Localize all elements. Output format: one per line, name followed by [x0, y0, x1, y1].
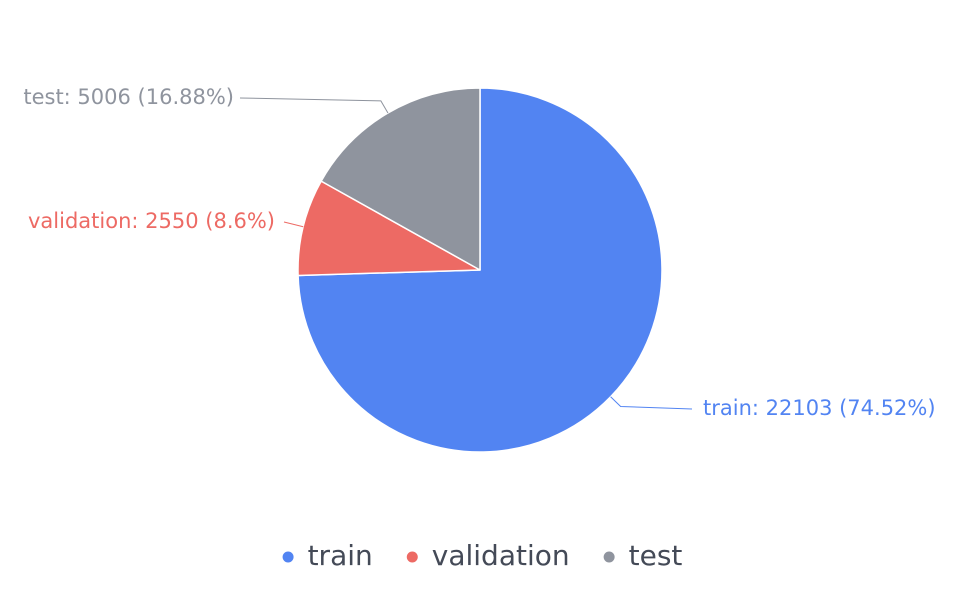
legend-label-test: test [629, 539, 683, 572]
legend-item-test[interactable]: test [603, 539, 683, 572]
pie-slice-validation[interactable] [297, 180, 481, 277]
legend-marker-test [603, 551, 615, 563]
leader-line-validation [283, 221, 304, 228]
legend-item-train[interactable]: train [282, 539, 373, 572]
slice-label-validation: validation: 2550 (8.6%) [28, 209, 275, 233]
slice-label-train: train: 22103 (74.52%) [703, 396, 936, 420]
slice-labels: train: 22103 (74.52%) validation: 2550 (8… [23, 85, 935, 420]
leader-line-test [239, 97, 389, 114]
legend-label-train: train [308, 539, 373, 572]
legend-marker-validation [406, 551, 418, 563]
label-leader-lines [239, 97, 693, 410]
pie-slices [297, 87, 663, 453]
legend-label-validation: validation [432, 539, 570, 572]
pie-slice-train[interactable] [297, 87, 663, 453]
legend-marker-train [282, 551, 294, 563]
slice-label-test: test: 5006 (16.88%) [23, 85, 234, 109]
leader-line-train [610, 396, 693, 410]
legend: train validation test [282, 539, 683, 572]
legend-item-validation[interactable]: validation [406, 539, 570, 572]
